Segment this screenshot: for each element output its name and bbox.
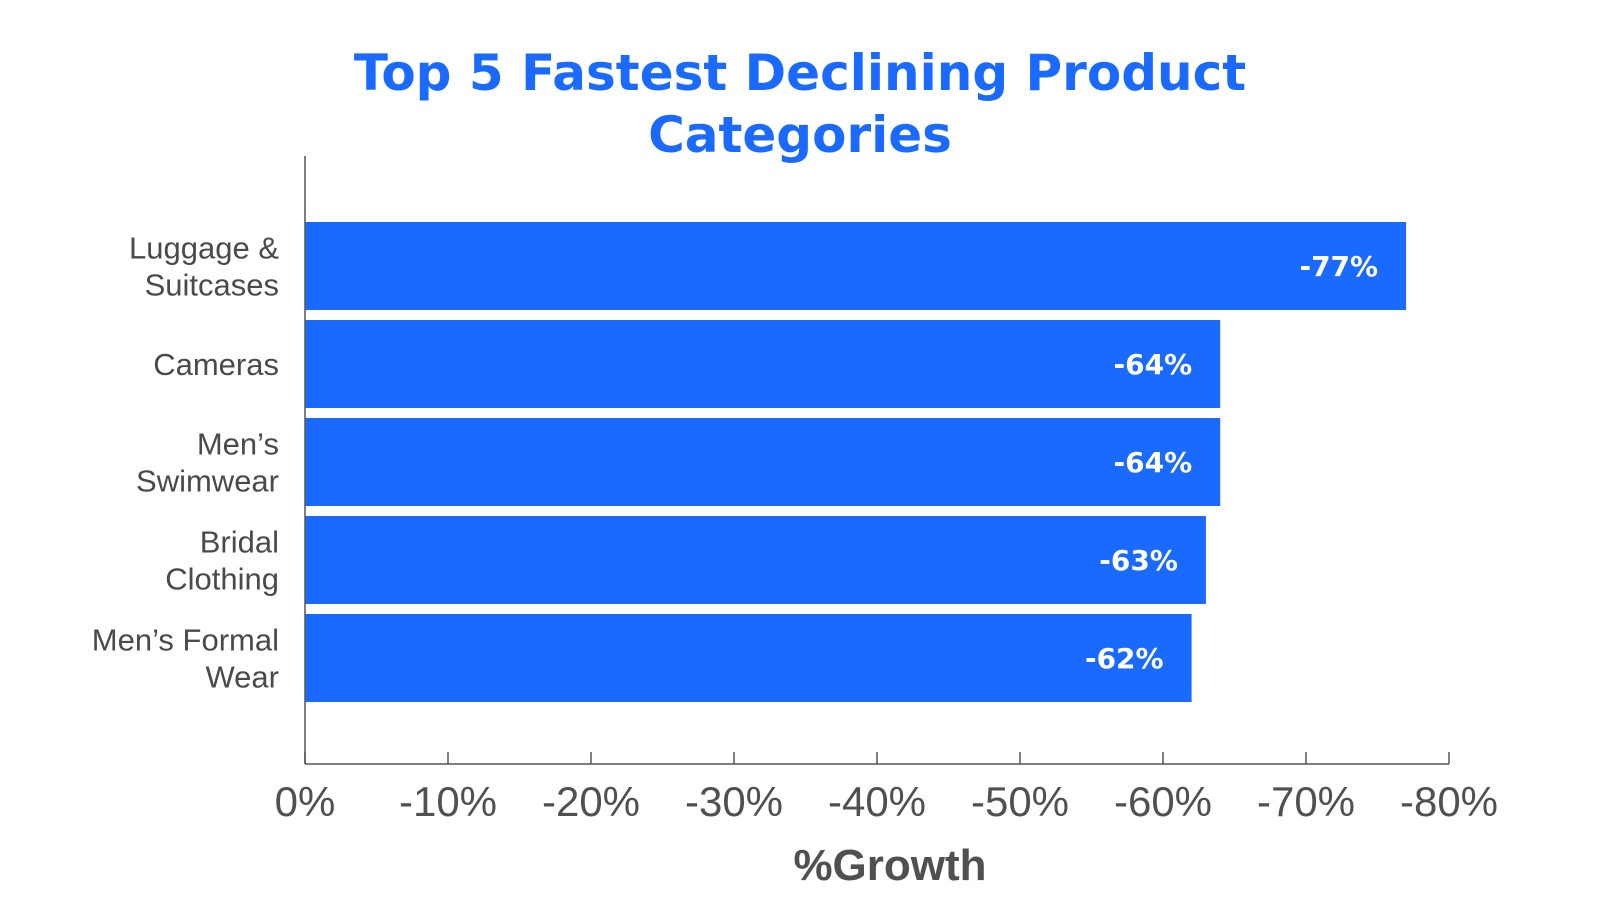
bar-value-label-4: -62% bbox=[1085, 642, 1164, 675]
labels-layer: -77% Luggage &Suitcases -64% Cameras -64% Men… bbox=[92, 231, 1498, 891]
x-tick-label-3: -30% bbox=[685, 778, 783, 825]
axis-layer bbox=[304, 156, 1450, 765]
category-label-4-0: Men’s Formal bbox=[92, 623, 279, 658]
bar-value-label-0: -77% bbox=[1299, 250, 1378, 283]
category-label-2-0: Men’s bbox=[197, 427, 279, 462]
x-tick-label-2: -20% bbox=[542, 778, 640, 825]
chart-title: Top 5 Fastest Declining Product Categori… bbox=[0, 42, 1600, 166]
x-tick-label-7: -70% bbox=[1257, 778, 1355, 825]
bar-2 bbox=[305, 418, 1221, 506]
x-tick-label-5: -50% bbox=[971, 778, 1069, 825]
bar-1 bbox=[305, 320, 1221, 408]
bar-value-label-3: -63% bbox=[1099, 544, 1178, 577]
category-label-2-1: Swimwear bbox=[136, 464, 279, 499]
bar-4 bbox=[305, 614, 1192, 702]
bar-value-label-1: -64% bbox=[1114, 348, 1193, 381]
bar-3 bbox=[305, 516, 1206, 604]
x-tick-label-8: -80% bbox=[1400, 778, 1498, 825]
bars-layer bbox=[305, 222, 1407, 702]
category-label-0-1: Suitcases bbox=[145, 268, 279, 303]
category-label-4-1: Wear bbox=[205, 660, 279, 695]
x-tick-label-0: 0% bbox=[275, 778, 336, 825]
chart-title-line-2: Categories bbox=[648, 106, 952, 164]
category-label-1-0: Cameras bbox=[153, 347, 279, 382]
x-axis-title: %Growth bbox=[793, 841, 986, 890]
x-tick-label-6: -60% bbox=[1114, 778, 1212, 825]
x-tick-label-1: -10% bbox=[399, 778, 497, 825]
category-label-0-0: Luggage & bbox=[129, 231, 279, 266]
category-label-3-0: Bridal bbox=[200, 525, 279, 560]
bar-value-label-2: -64% bbox=[1114, 446, 1193, 479]
chart-title-line-1: Top 5 Fastest Declining Product bbox=[353, 44, 1247, 102]
category-label-3-1: Clothing bbox=[165, 562, 279, 597]
x-tick-label-4: -40% bbox=[828, 778, 926, 825]
bar-0 bbox=[305, 222, 1407, 310]
